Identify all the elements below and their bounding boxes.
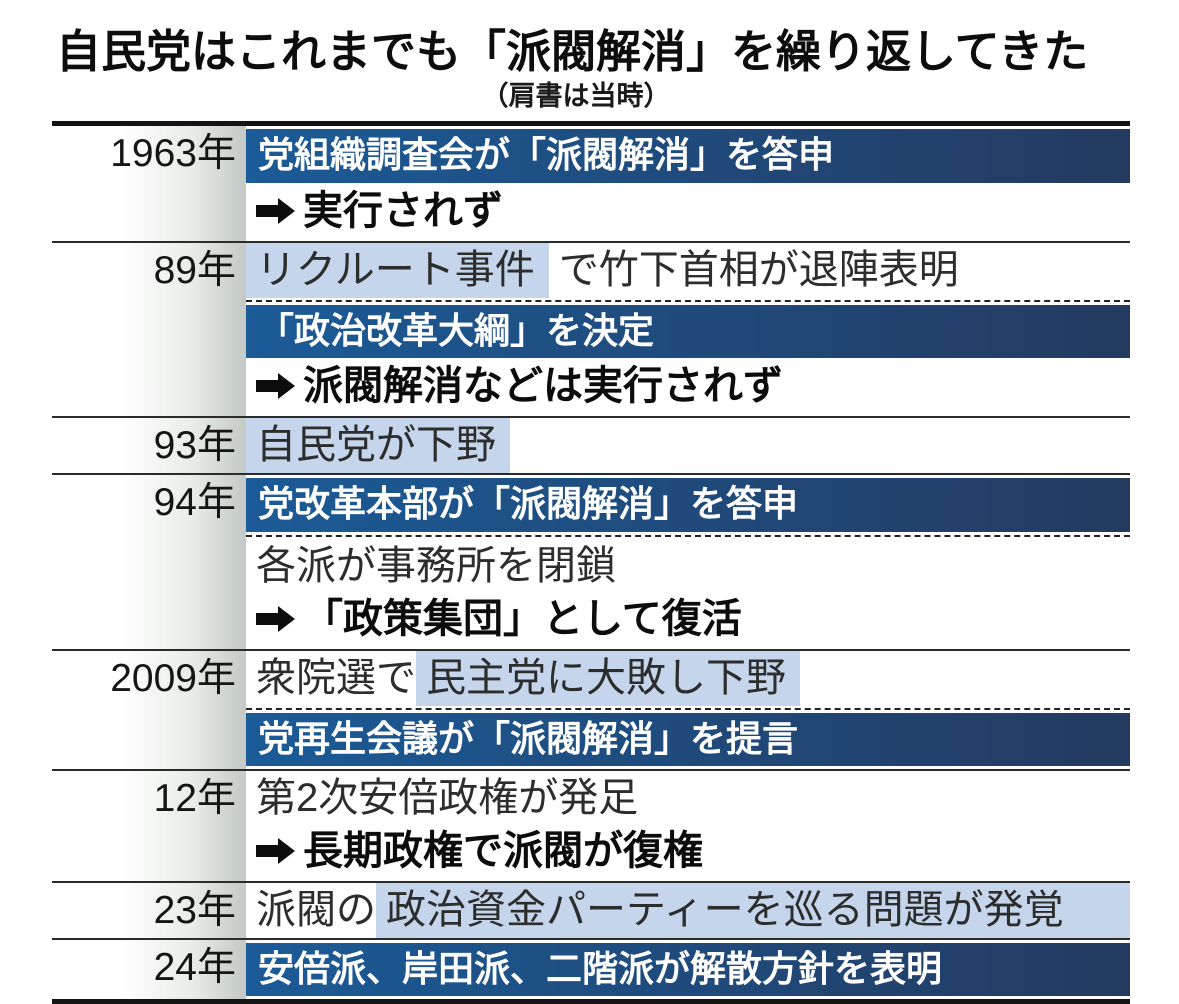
event-banner: 「政治改革大綱」を決定: [246, 304, 1130, 359]
arrow-bar: [256, 845, 278, 858]
event-cell: リクルート事件 で竹下首相が退陣表明 「政治改革大綱」を決定 派閥解消などは実行されず: [246, 242, 1130, 417]
page-title: 自民党はこれまでも「派閥解消」を繰り返してきた: [56, 26, 1089, 77]
event-cell: 派閥の 政治資金パーティーを巡る問題が発覚: [246, 883, 1130, 939]
timeline-row: 93年 自民党が下野: [52, 416, 1130, 474]
result-text: 実行されず: [303, 188, 503, 233]
timeline-row: 2009年 衆院選で 民主党に大敗し下野 党再生会議が「派閥解消」を提言: [52, 648, 1130, 770]
result-line: 実行されず: [246, 186, 1130, 241]
event-banner: 党改革本部が「派閥解消」を答申: [246, 478, 1130, 532]
arrow-right-icon: [256, 373, 296, 400]
event-banner: 安倍派、岸田派、二階派が解散方針を表明: [246, 943, 1130, 997]
year-label: 93年: [52, 418, 246, 474]
event-line: 自民党が下野: [246, 418, 1130, 474]
timeline-row: 89年 リクルート事件 で竹下首相が退陣表明 「政治改革大綱」を決定 派閥解消などは実行…: [52, 240, 1130, 417]
event-cell: 党組織調査会が「派閥解消」を答申実行されず: [246, 126, 1130, 241]
arrow-head: [278, 197, 295, 224]
result-text: 「政策集団」として復活: [303, 596, 742, 641]
arrow-head: [278, 838, 295, 865]
dashed-divider: [246, 534, 1130, 537]
event-banner: 党組織調査会が「派閥解消」を答申: [246, 129, 1130, 183]
event-line: 派閥の 政治資金パーティーを巡る問題が発覚: [246, 883, 1130, 939]
highlight-span: 政治資金パーティーを巡る問題が発覚: [376, 883, 1130, 939]
year-label: 89年: [52, 242, 246, 417]
timeline-table: 1963年 党組織調査会が「派閥解消」を答申 実行されず 89年 リクルート事件 で竹下首…: [52, 121, 1130, 1004]
timeline-row: 24年 安倍派、岸田派、二階派が解散方針を表明: [52, 938, 1130, 1000]
arrow-bar: [256, 380, 278, 393]
timeline-row: 23年 派閥の 政治資金パーティーを巡る問題が発覚: [52, 881, 1130, 939]
event-line: 各派が事務所を閉鎖: [246, 539, 1130, 594]
event-banner: 党再生会議が「派閥解消」を提言: [246, 712, 1130, 767]
arrow-right-icon: [256, 197, 296, 224]
result-line: 長期政権で派閥が復権: [246, 826, 1130, 881]
event-cell: 第2次安倍政権が発足長期政権で派閥が復権: [246, 771, 1130, 882]
arrow-right-icon: [256, 838, 296, 865]
event-line: 衆院選で 民主党に大敗し下野: [246, 650, 1130, 706]
text-span: 衆院選で: [256, 655, 416, 700]
timeline-row: 1963年 党組織調査会が「派閥解消」を答申実行されず: [52, 126, 1130, 241]
arrow-head: [278, 605, 295, 632]
highlight-span: 自民党が下野: [246, 418, 510, 474]
result-line: 派閥解消などは実行されず: [246, 361, 1130, 416]
event-cell: 衆院選で 民主党に大敗し下野 党再生会議が「派閥解消」を提言: [246, 650, 1130, 770]
year-label: 12年: [52, 771, 246, 882]
event-line: 第2次安倍政権が発足: [246, 771, 1130, 826]
result-line: 「政策集団」として復活: [246, 594, 1130, 649]
text-span: 第2次安倍政権が発足: [256, 776, 639, 821]
text-span: で竹下首相が退陣表明: [558, 247, 959, 292]
arrow-head: [278, 373, 295, 400]
result-text: 派閥解消などは実行されず: [303, 364, 783, 409]
year-label: 23年: [52, 883, 246, 939]
timeline-row: 12年 第2次安倍政権が発足長期政権で派閥が復権: [52, 769, 1130, 882]
dashed-divider: [246, 299, 1130, 302]
year-label: 2009年: [52, 650, 246, 770]
highlight-span: 民主党に大敗し下野: [416, 650, 800, 706]
year-label: 1963年: [52, 126, 246, 241]
event-cell: 党改革本部が「派閥解消」を答申各派が事務所を閉鎖「政策集団」として復活: [246, 475, 1130, 649]
arrow-bar: [256, 612, 278, 625]
highlight-span: リクルート事件: [246, 242, 549, 298]
text-span: 派閥の: [256, 888, 376, 933]
result-text: 長期政権で派閥が復権: [303, 829, 703, 874]
arrow-right-icon: [256, 605, 296, 632]
arrow-bar: [256, 204, 278, 217]
subtitle: （肩書は当時）: [481, 80, 671, 111]
timeline-row: 94年 党改革本部が「派閥解消」を答申各派が事務所を閉鎖「政策集団」として復活: [52, 473, 1130, 649]
year-label: 94年: [52, 475, 246, 649]
event-line: リクルート事件 で竹下首相が退陣表明: [246, 242, 1130, 298]
year-label: 24年: [52, 940, 246, 1000]
event-cell: 安倍派、岸田派、二階派が解散方針を表明: [246, 940, 1130, 1000]
event-cell: 自民党が下野: [246, 418, 1130, 474]
text-span: 各派が事務所を閉鎖: [256, 543, 616, 588]
dashed-divider: [246, 707, 1130, 710]
